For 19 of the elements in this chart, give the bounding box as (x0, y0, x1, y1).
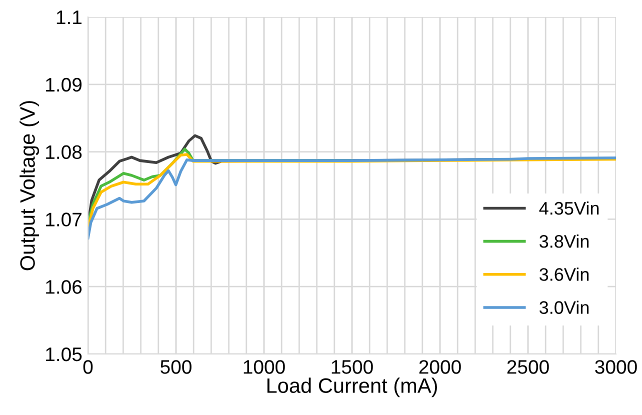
x-tick-label: 500 (160, 360, 192, 374)
legend-label: 3.8Vin (540, 234, 589, 248)
legend-label: 3.0Vin (540, 300, 589, 314)
x-tick-label: 2000 (419, 360, 461, 374)
x-tick-label: 1000 (244, 360, 285, 374)
y-tick-label: 1.08 (46, 145, 82, 160)
x-tick-label: 1500 (332, 360, 373, 374)
x-axis-title: Load Current (mA) (267, 378, 437, 398)
x-tick-label: 3000 (595, 360, 637, 374)
y-tick-label: 1.1 (56, 10, 82, 24)
y-tick-label: 1.05 (46, 347, 82, 362)
legend-label: 4.35Vin (539, 201, 599, 215)
y-axis-title: Output Voltage (V) (20, 101, 40, 270)
x-tick-label: 0 (83, 360, 93, 374)
y-tick-label: 1.06 (46, 280, 82, 294)
legend-label: 3.6Vin (540, 268, 589, 281)
y-tick-label: 1.07 (46, 212, 82, 226)
x-tick-label: 2500 (507, 360, 549, 374)
y-tick-label: 1.09 (46, 78, 82, 92)
